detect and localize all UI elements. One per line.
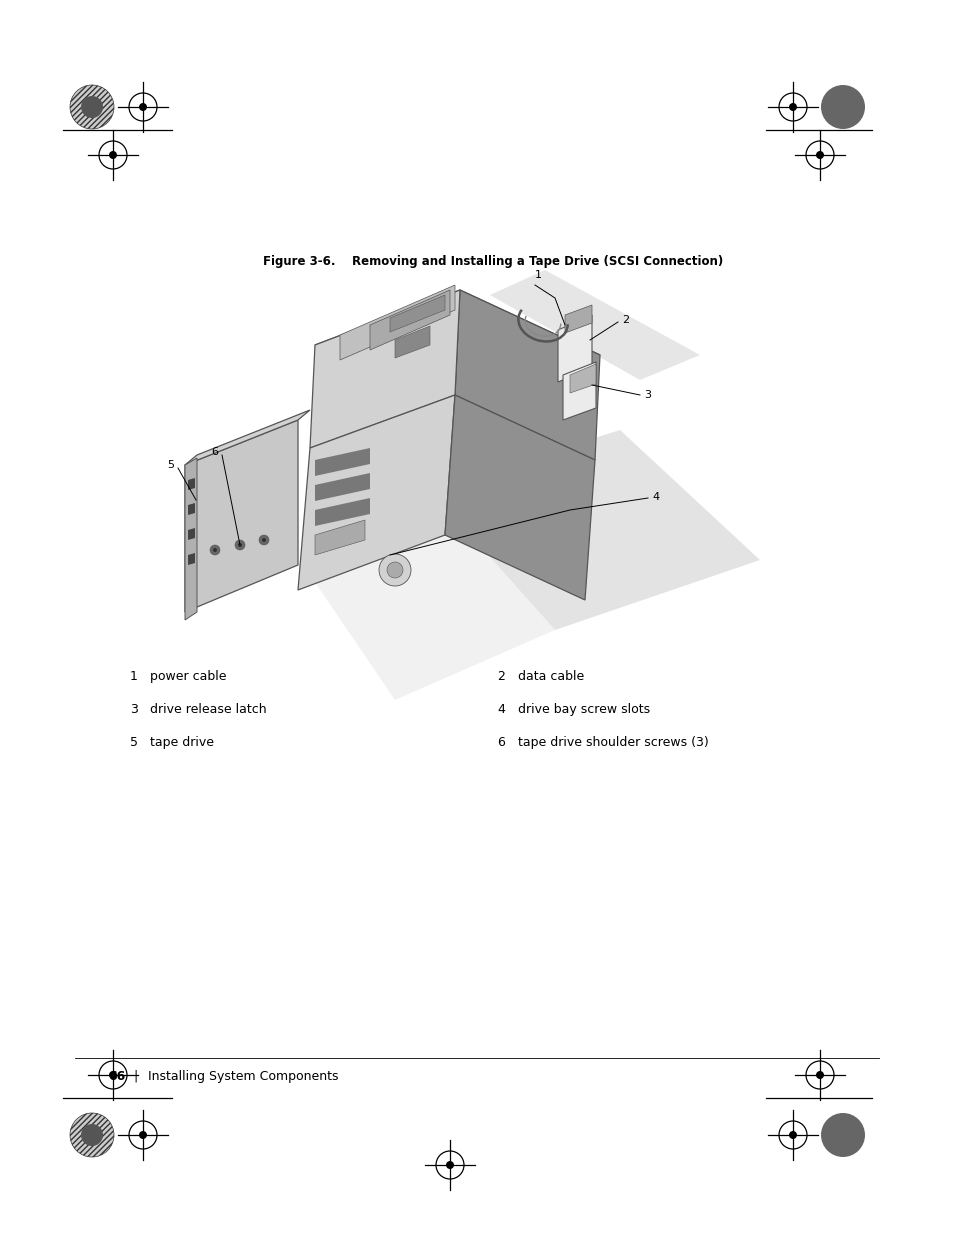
- Circle shape: [81, 96, 103, 119]
- Polygon shape: [310, 490, 555, 700]
- Text: 1: 1: [534, 270, 541, 280]
- Circle shape: [815, 1071, 823, 1079]
- Polygon shape: [569, 364, 596, 393]
- Circle shape: [446, 1161, 454, 1170]
- Text: 3: 3: [130, 703, 138, 716]
- Polygon shape: [310, 290, 459, 448]
- Text: tape drive: tape drive: [150, 736, 213, 748]
- Circle shape: [378, 555, 411, 585]
- Circle shape: [109, 151, 117, 159]
- Polygon shape: [188, 503, 194, 515]
- Polygon shape: [562, 362, 596, 420]
- Text: data cable: data cable: [517, 671, 583, 683]
- Polygon shape: [390, 295, 444, 332]
- Polygon shape: [185, 458, 196, 620]
- Polygon shape: [430, 430, 760, 630]
- Text: 4: 4: [497, 703, 504, 716]
- Polygon shape: [395, 326, 430, 358]
- Text: tape drive shoulder screws (3): tape drive shoulder screws (3): [517, 736, 708, 748]
- Text: |: |: [132, 1070, 137, 1083]
- Polygon shape: [188, 553, 194, 564]
- Polygon shape: [314, 473, 370, 501]
- Polygon shape: [185, 410, 310, 466]
- Circle shape: [237, 543, 242, 547]
- Text: 66: 66: [108, 1070, 125, 1083]
- Circle shape: [258, 535, 269, 545]
- Circle shape: [70, 1113, 113, 1157]
- Circle shape: [70, 85, 113, 128]
- Polygon shape: [558, 315, 592, 382]
- Text: 5: 5: [167, 459, 173, 471]
- Polygon shape: [188, 478, 194, 490]
- Circle shape: [788, 103, 796, 111]
- Circle shape: [788, 1131, 796, 1139]
- Text: 3: 3: [643, 390, 650, 400]
- Polygon shape: [370, 290, 450, 350]
- Circle shape: [213, 548, 216, 552]
- Circle shape: [234, 540, 245, 550]
- Text: 6: 6: [211, 447, 218, 457]
- Circle shape: [821, 1113, 864, 1157]
- Text: 2: 2: [621, 315, 628, 325]
- Circle shape: [210, 545, 220, 555]
- Text: drive bay screw slots: drive bay screw slots: [517, 703, 649, 716]
- Circle shape: [387, 562, 402, 578]
- Polygon shape: [444, 395, 595, 600]
- Circle shape: [139, 103, 147, 111]
- Polygon shape: [314, 498, 370, 526]
- Text: 5: 5: [130, 736, 138, 748]
- Polygon shape: [188, 529, 194, 540]
- Polygon shape: [564, 305, 592, 333]
- Circle shape: [81, 1124, 103, 1146]
- Text: drive release latch: drive release latch: [150, 703, 266, 716]
- Circle shape: [815, 151, 823, 159]
- Circle shape: [139, 1131, 147, 1139]
- Circle shape: [262, 538, 266, 542]
- Text: Installing System Components: Installing System Components: [148, 1070, 338, 1083]
- Text: 1: 1: [130, 671, 138, 683]
- Polygon shape: [185, 420, 297, 613]
- Text: power cable: power cable: [150, 671, 226, 683]
- Polygon shape: [314, 448, 370, 475]
- Polygon shape: [314, 520, 365, 555]
- Circle shape: [109, 1071, 117, 1079]
- Polygon shape: [455, 290, 599, 459]
- Text: 2: 2: [497, 671, 504, 683]
- Polygon shape: [297, 395, 455, 590]
- Polygon shape: [490, 270, 700, 380]
- Polygon shape: [314, 290, 599, 408]
- Text: 6: 6: [497, 736, 504, 748]
- Text: Figure 3-6.    Removing and Installing a Tape Drive (SCSI Connection): Figure 3-6. Removing and Installing a Ta…: [263, 254, 722, 268]
- Circle shape: [821, 85, 864, 128]
- Text: 4: 4: [651, 492, 659, 501]
- Polygon shape: [339, 285, 455, 359]
